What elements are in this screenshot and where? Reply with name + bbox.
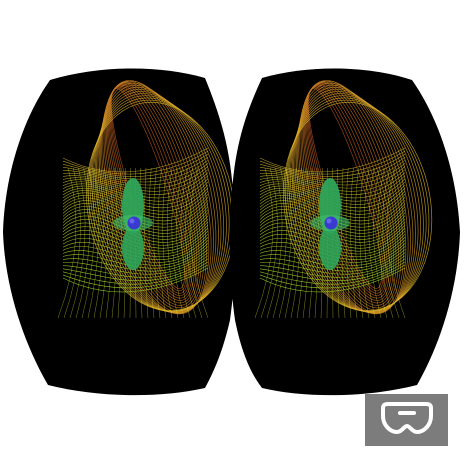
vr-headset-icon xyxy=(380,402,433,434)
right-lens-mask xyxy=(229,68,460,396)
right-eye-view[interactable] xyxy=(229,68,460,396)
right-eye-label: Right eye view xyxy=(0,0,7,1)
left-eye-view[interactable] xyxy=(3,68,251,396)
right-wireframe-object xyxy=(254,80,433,319)
left-eye-label: Left eye view xyxy=(0,0,6,1)
vr-toggle-button[interactable]: Toggle VR mode xyxy=(365,394,448,446)
left-wireframe-object xyxy=(57,80,236,319)
